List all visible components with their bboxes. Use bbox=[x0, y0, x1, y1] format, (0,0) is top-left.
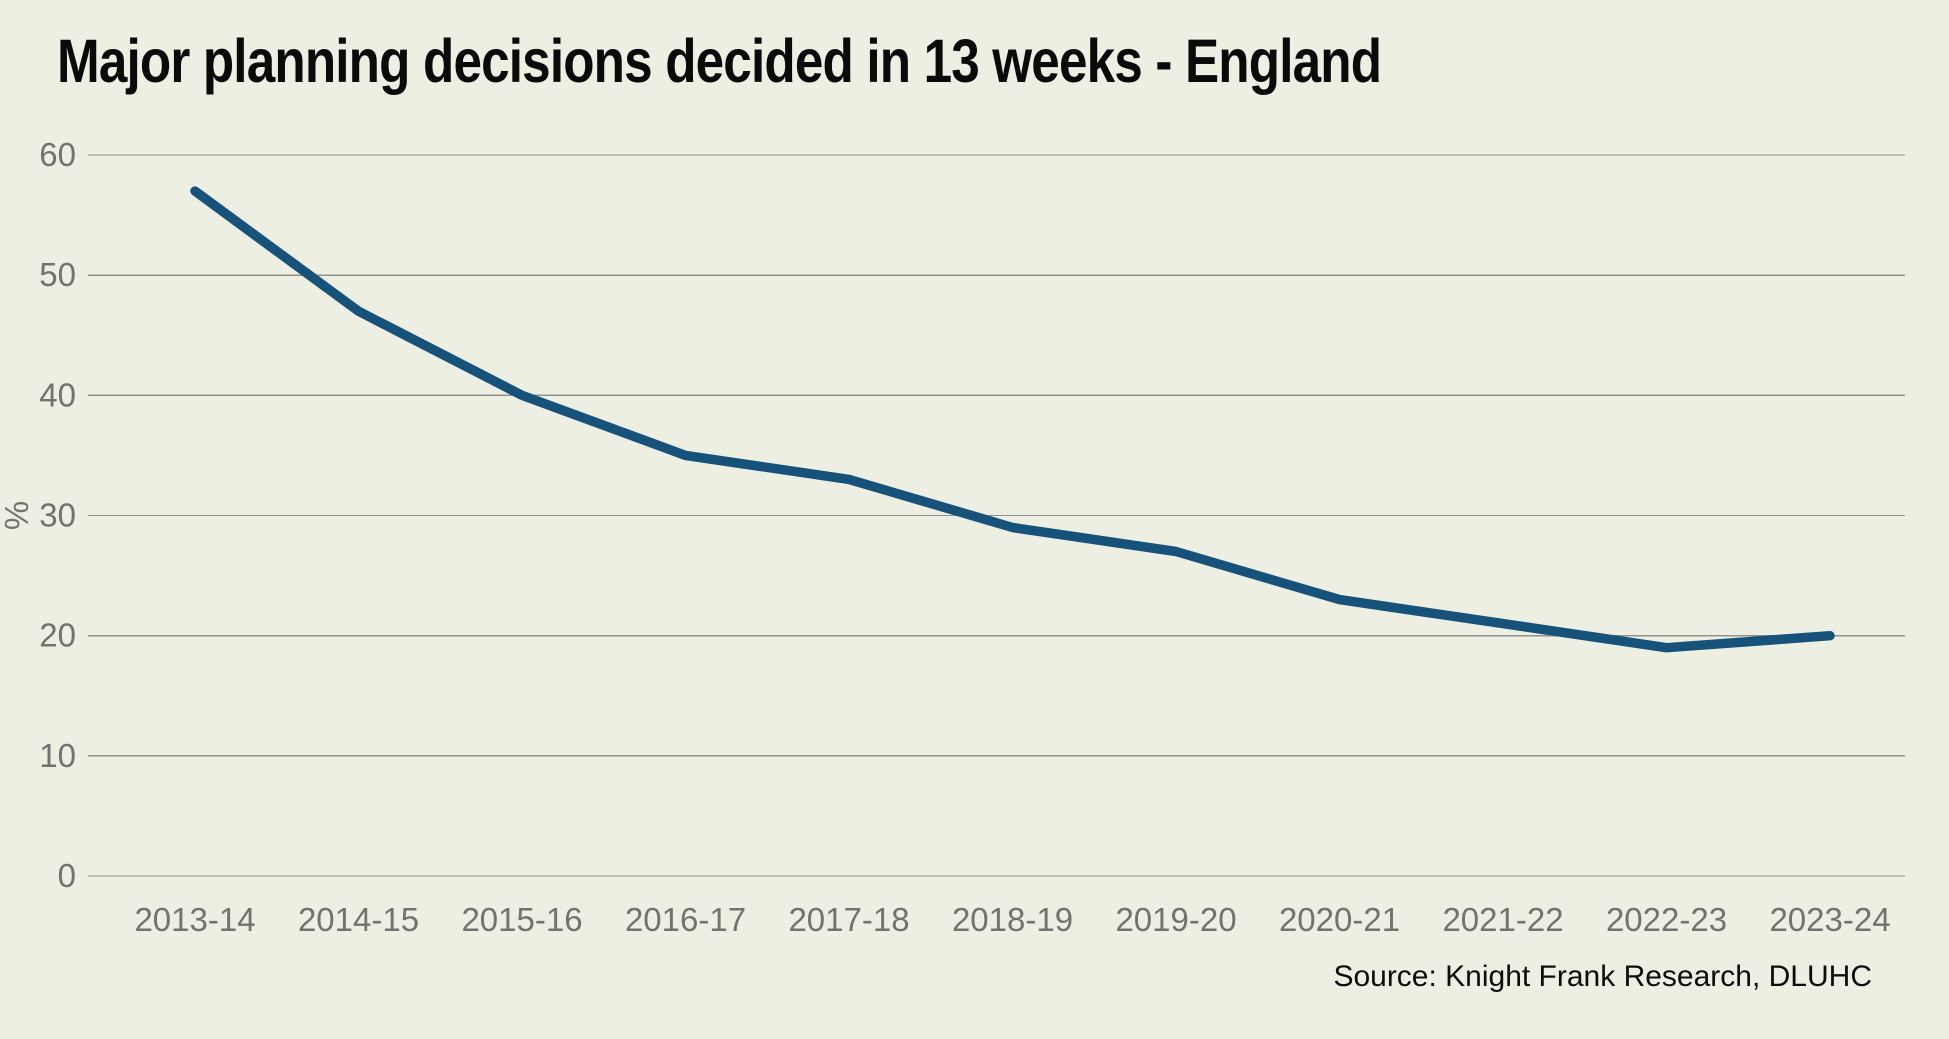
x-tick-label-2018-19: 2018-19 bbox=[952, 901, 1073, 938]
source-attribution: Source: Knight Frank Research, DLUHC bbox=[1333, 960, 1872, 993]
x-tick-label-2020-21: 2020-21 bbox=[1279, 901, 1400, 938]
y-tick-label-30: 30 bbox=[39, 497, 76, 534]
chart-title: Major planning decisions decided in 13 w… bbox=[57, 27, 1382, 95]
x-tick-label-2023-24: 2023-24 bbox=[1769, 901, 1890, 938]
x-tick-label-2022-23: 2022-23 bbox=[1606, 901, 1727, 938]
data-line-series bbox=[190, 186, 1835, 653]
x-tick-label-2013-14: 2013-14 bbox=[134, 901, 255, 938]
y-tick-label-0: 0 bbox=[58, 857, 76, 894]
y-tick-label-60: 60 bbox=[39, 136, 76, 173]
x-tick-label-2017-18: 2017-18 bbox=[788, 901, 909, 938]
y-tick-label-20: 20 bbox=[39, 617, 76, 654]
y-axis-unit-label: % bbox=[0, 501, 35, 530]
y-tick-label-50: 50 bbox=[39, 256, 76, 293]
x-tick-label-2019-20: 2019-20 bbox=[1115, 901, 1236, 938]
x-tick-label-2014-15: 2014-15 bbox=[298, 901, 419, 938]
x-tick-label-2021-22: 2021-22 bbox=[1442, 901, 1563, 938]
x-tick-label-2015-16: 2015-16 bbox=[461, 901, 582, 938]
y-tick-label-40: 40 bbox=[39, 376, 76, 413]
y-tick-label-10: 10 bbox=[39, 737, 76, 774]
x-tick-label-2016-17: 2016-17 bbox=[625, 901, 746, 938]
